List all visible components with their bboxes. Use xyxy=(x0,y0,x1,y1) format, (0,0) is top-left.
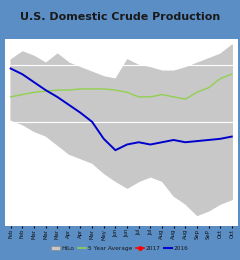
Text: U.S. Domestic Crude Production: U.S. Domestic Crude Production xyxy=(20,12,220,22)
Legend: HiLo, 5 Year Average, 2017, 2016: HiLo, 5 Year Average, 2017, 2016 xyxy=(49,244,191,254)
